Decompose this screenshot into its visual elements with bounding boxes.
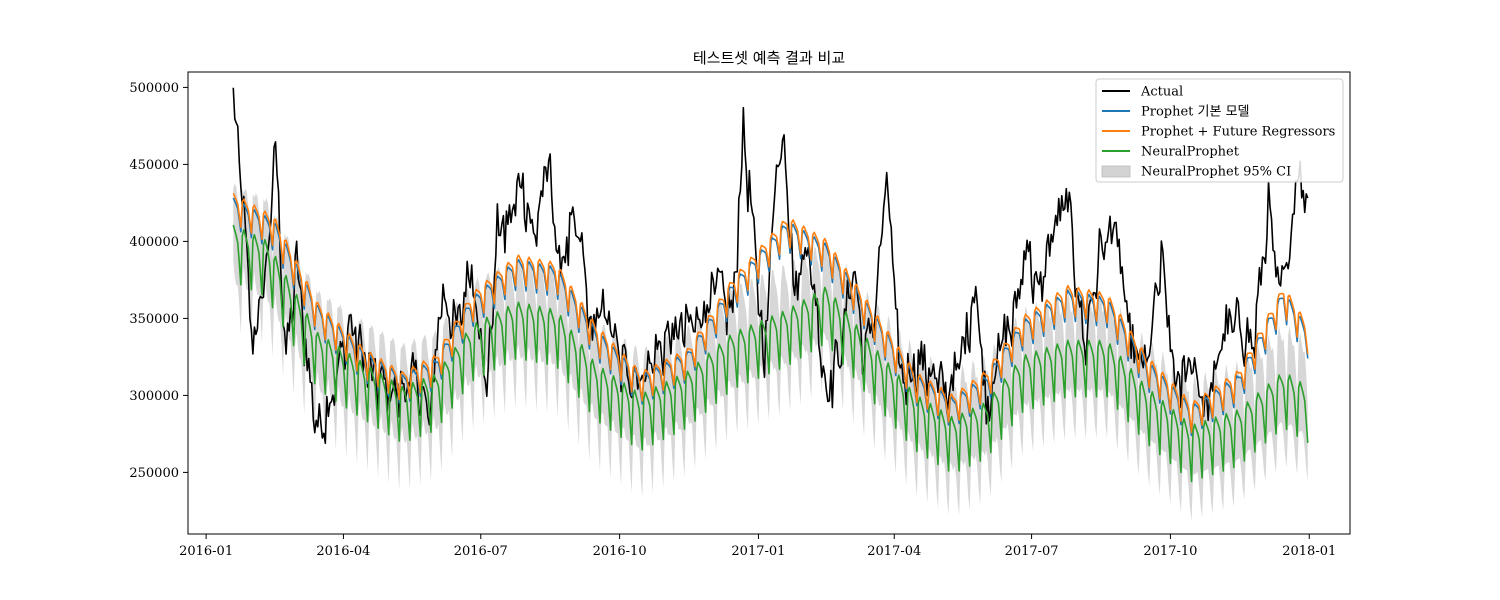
legend-label: Prophet 기본 모델 [1141,105,1250,120]
x-tick-label: 2017-04 [867,544,921,559]
y-tick-label: 350000 [129,312,179,327]
legend-label: Actual [1140,85,1183,100]
legend-label: NeuralProphet [1141,145,1240,160]
series-neuralprophet-line [232,224,1309,483]
y-tick-label: 450000 [129,158,179,173]
x-tick-label: 2016-01 [179,544,233,559]
y-tick-label: 500000 [129,81,179,96]
x-tick-label: 2017-10 [1143,544,1197,559]
axis-layer: 2016-01 2016-04 2016-07 2016-10 2017-01 2017-… [129,81,1336,559]
series-neuralprophet-ci-band [233,183,1308,522]
plot-layer [232,87,1309,522]
plot-frame [187,71,1351,535]
series-prophet-regressors-line [232,192,1309,434]
legend: Actual Prophet 기본 모델 Prophet + Future Regr… [1095,78,1344,183]
legend-label: NeuralProphet 95% CI [1141,165,1291,180]
x-tick-label: 2017-07 [1005,544,1059,559]
legend-swatch-ci [1101,165,1131,178]
y-tick-label: 300000 [129,389,179,404]
y-tick-label: 250000 [129,466,179,481]
legend-label: Prophet + Future Regressors [1141,125,1335,140]
chart-title: 테스트셋 예측 결과 비교 [693,49,845,67]
x-tick-label: 2016-07 [454,544,508,559]
x-tick-label: 2016-10 [593,544,647,559]
x-tick-label: 2017-01 [731,544,785,559]
legend-box [1095,78,1344,183]
x-tick-label: 2018-01 [1282,544,1336,559]
x-tick-label: 2016-04 [316,544,370,559]
series-group [232,87,1309,522]
y-tick-label: 400000 [129,235,179,250]
